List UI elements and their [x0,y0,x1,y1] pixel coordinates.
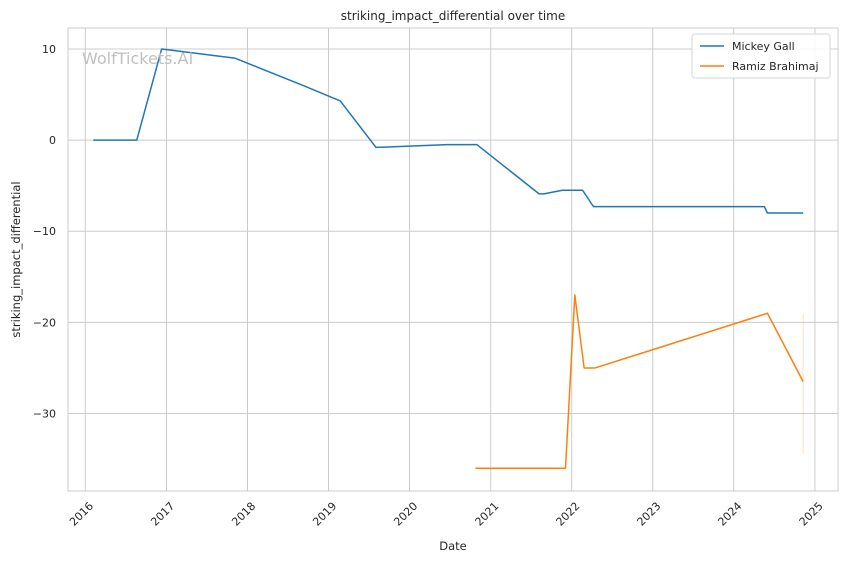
y-tick-label: −30 [33,408,56,421]
legend-label: Mickey Gall [732,40,795,53]
watermark: WolfTickets.AI [82,49,193,68]
y-axis-ticks: 10 0 −10 −20 −30 [33,43,56,421]
chart-title: striking_impact_differential over time [341,9,566,23]
axes-frame [67,27,839,492]
x-axis-ticks: 2016 2017 2018 2019 2020 2021 2022 2023 2024 2025 [67,500,826,529]
y-tick-label: 10 [42,43,56,56]
y-axis-label: striking_impact_differential [9,181,23,337]
series-line-2 [475,294,804,469]
x-axis-label: Date [439,539,467,553]
y-tick-label: −10 [33,225,56,238]
legend-box [691,33,831,79]
y-tick-label: 0 [49,134,56,147]
series-line-1 [93,48,804,214]
plot-border [67,27,839,492]
legend: Mickey Gall Ramiz Brahimaj [691,33,831,79]
legend-label: Ramiz Brahimaj [732,60,819,73]
plot-area [68,28,838,491]
y-tick-label: −20 [33,316,56,329]
series-lines [93,48,804,469]
